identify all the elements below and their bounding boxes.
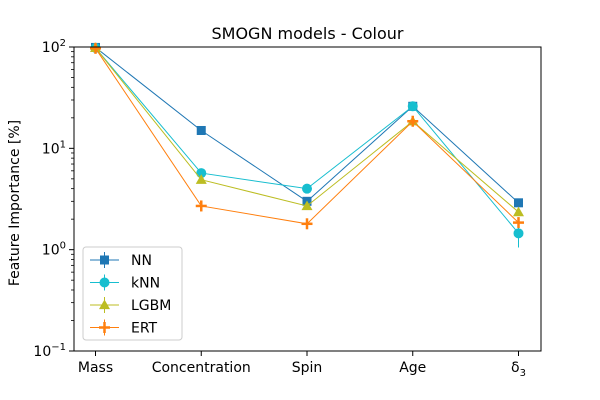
data-point bbox=[301, 218, 313, 230]
data-point bbox=[407, 115, 419, 127]
legend: NN kNN LGBM ERT bbox=[82, 246, 183, 341]
legend-marker bbox=[100, 255, 109, 265]
legend-marker bbox=[99, 277, 110, 288]
data-point bbox=[301, 200, 313, 211]
legend-label: NN bbox=[131, 253, 152, 269]
y-tick-label: 100 bbox=[42, 241, 66, 259]
series-knn bbox=[90, 42, 524, 248]
legend-entry: NN bbox=[90, 252, 152, 269]
data-point bbox=[407, 101, 418, 112]
y-tick-label: 101 bbox=[42, 139, 66, 157]
y-tick-label: 102 bbox=[42, 38, 66, 56]
legend-entry: kNN bbox=[90, 274, 160, 292]
data-point bbox=[514, 198, 523, 208]
legend-marker bbox=[99, 322, 110, 333]
plot-frame bbox=[73, 46, 542, 352]
legend-label: kNN bbox=[131, 276, 160, 292]
data-point bbox=[513, 206, 524, 217]
data-point bbox=[196, 168, 207, 179]
series-nn bbox=[91, 42, 523, 208]
x-tick-label: δ3 bbox=[511, 360, 526, 379]
x-tick-label: Concentration bbox=[152, 360, 251, 376]
data-point bbox=[196, 125, 206, 135]
legend-label: ERT bbox=[131, 321, 158, 337]
series-group bbox=[90, 42, 524, 248]
legend-box bbox=[82, 246, 183, 341]
data-point bbox=[195, 174, 207, 184]
data-point bbox=[513, 217, 524, 229]
y-tick-labels: 10−1 100 101 102 bbox=[33, 38, 66, 360]
y-tick-label: 10−1 bbox=[33, 342, 66, 360]
x-tick-label: Age bbox=[399, 360, 426, 376]
series-lgbm bbox=[90, 42, 524, 217]
data-point bbox=[90, 42, 101, 54]
x-tick-labels: Mass Concentration Spin Age δ3 bbox=[78, 360, 526, 379]
y-axis-label: Feature Importance [%] bbox=[7, 120, 23, 286]
series-line bbox=[95, 47, 519, 204]
legend-label: LGBM bbox=[131, 298, 171, 314]
legend-entry: ERT bbox=[90, 319, 158, 337]
legend-marker bbox=[99, 299, 110, 310]
chart-title: SMOGN models - Colour bbox=[211, 24, 403, 43]
x-tick-label: Mass bbox=[78, 360, 113, 376]
series-ert bbox=[90, 42, 524, 230]
data-point bbox=[195, 200, 207, 212]
data-point bbox=[513, 228, 524, 239]
legend-entry: LGBM bbox=[90, 297, 171, 314]
x-tick-label: Spin bbox=[292, 360, 323, 376]
data-point bbox=[302, 183, 312, 194]
